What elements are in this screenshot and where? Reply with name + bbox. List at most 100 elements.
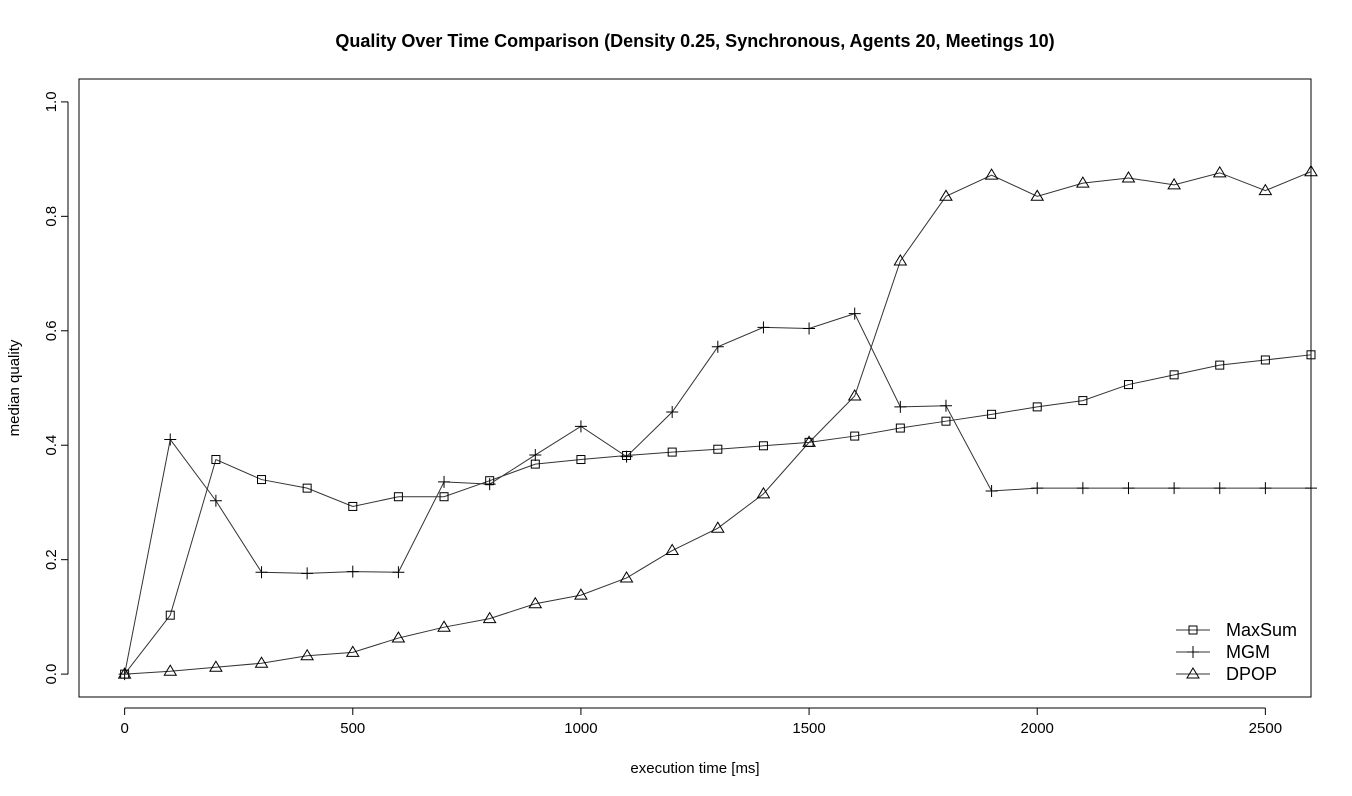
- data-point-maxsum: [348, 501, 358, 511]
- data-point-maxsum: [257, 475, 267, 485]
- data-point-mgm: [529, 448, 542, 461]
- data-point-dpop: [482, 611, 497, 624]
- data-point-maxsum: [713, 444, 723, 454]
- chart-title: Quality Over Time Comparison (Density 0.…: [335, 31, 1054, 51]
- data-point-dpop: [345, 645, 360, 657]
- x-axis-label: execution time [ms]: [630, 760, 759, 777]
- data-point-mgm: [939, 399, 952, 412]
- data-point-maxsum: [667, 447, 677, 457]
- y-tick-label: 0.6: [43, 320, 60, 341]
- data-point-dpop: [1121, 171, 1136, 183]
- data-point-mgm: [985, 485, 998, 497]
- data-point-maxsum: [1032, 402, 1042, 412]
- y-tick-label: 0.8: [43, 206, 60, 227]
- data-point-mgm: [392, 566, 405, 579]
- data-point-maxsum: [165, 610, 175, 620]
- data-point-maxsum: [1123, 380, 1133, 390]
- x-axis: 0 500 1000 1500 2000 2500: [120, 707, 1282, 737]
- data-point-dpop: [665, 543, 680, 556]
- data-point-maxsum: [1215, 360, 1225, 370]
- data-point-dpop: [574, 588, 588, 600]
- legend-item-maxsum: MaxSum: [1176, 620, 1297, 640]
- legend-marker: [1188, 625, 1198, 635]
- legend-marker: [1187, 646, 1199, 658]
- series-maxsum: [120, 350, 1316, 679]
- data-point-mgm: [1031, 482, 1044, 495]
- data-point-mgm: [711, 340, 724, 353]
- data-point-mgm: [346, 565, 359, 578]
- data-point-maxsum: [850, 431, 860, 441]
- data-point-dpop: [1167, 177, 1181, 190]
- data-point-dpop: [1258, 183, 1273, 196]
- series-dpop: [117, 164, 1318, 679]
- legend-item-mgm: MGM: [1176, 642, 1270, 662]
- data-point-dpop: [1075, 176, 1090, 188]
- x-tick-label: 1500: [792, 720, 825, 737]
- data-point-mgm: [574, 420, 587, 433]
- data-point-dpop: [847, 389, 862, 401]
- data-point-dpop: [528, 596, 543, 609]
- data-point-dpop: [437, 620, 451, 632]
- data-point-dpop: [984, 168, 999, 180]
- data-point-mgm: [1305, 482, 1317, 495]
- data-point-mgm: [301, 567, 314, 580]
- data-point-mgm: [803, 322, 816, 335]
- y-axis-label: median quality: [6, 339, 23, 436]
- data-point-dpop: [710, 521, 725, 533]
- series-mgm: [118, 307, 1317, 681]
- data-point-dpop: [117, 667, 132, 679]
- data-point-maxsum: [895, 423, 905, 433]
- data-point-maxsum: [987, 409, 997, 419]
- legend-item-dpop: DPOP: [1176, 664, 1277, 684]
- data-point-maxsum: [393, 492, 403, 502]
- data-point-mgm: [164, 433, 177, 446]
- series-line-dpop: [124, 171, 1312, 675]
- data-point-mgm: [1259, 482, 1272, 495]
- legend-label: MGM: [1226, 642, 1270, 662]
- data-point-mgm: [894, 400, 907, 413]
- data-point-mgm: [209, 494, 222, 507]
- data-point-maxsum: [439, 492, 449, 502]
- data-point-maxsum: [941, 416, 951, 426]
- data-point-mgm: [1168, 482, 1181, 495]
- series-layer: [117, 164, 1318, 681]
- data-point-dpop: [802, 435, 816, 447]
- data-point-maxsum: [302, 483, 312, 493]
- plot-frame: [78, 78, 1312, 698]
- data-point-maxsum: [1078, 396, 1088, 406]
- x-tick-label: 0: [120, 720, 128, 737]
- data-point-dpop: [1030, 189, 1045, 201]
- data-point-maxsum: [576, 455, 586, 465]
- data-point-dpop: [1304, 164, 1318, 177]
- x-tick-label: 500: [340, 720, 365, 737]
- data-point-dpop: [391, 631, 406, 643]
- data-point-dpop: [939, 189, 953, 201]
- data-point-dpop: [254, 656, 269, 668]
- data-point-maxsum: [1260, 355, 1270, 365]
- data-point-maxsum: [758, 441, 768, 451]
- y-axis: 0.0 0.2 0.4 0.6 0.8 1.0: [43, 91, 69, 685]
- data-point-dpop: [163, 664, 178, 676]
- legend-marker: [1186, 667, 1200, 679]
- data-point-maxsum: [211, 455, 221, 465]
- data-point-mgm: [620, 450, 633, 463]
- data-point-mgm: [848, 307, 861, 320]
- data-point-mgm: [483, 478, 496, 491]
- data-point-dpop: [893, 253, 908, 266]
- data-point-mgm: [666, 406, 679, 419]
- legend-label: DPOP: [1226, 664, 1277, 684]
- x-tick-label: 2000: [1021, 720, 1054, 737]
- series-line-maxsum: [124, 354, 1312, 675]
- data-point-mgm: [438, 475, 451, 488]
- series-line-mgm: [124, 313, 1311, 675]
- data-point-dpop: [300, 648, 315, 661]
- data-point-dpop: [619, 571, 634, 583]
- legend-label: MaxSum: [1226, 620, 1297, 640]
- data-point-mgm: [255, 566, 268, 579]
- y-tick-label: 1.0: [43, 91, 60, 112]
- data-point-dpop: [1212, 165, 1227, 178]
- data-point-mgm: [757, 321, 770, 334]
- x-tick-label: 2500: [1249, 720, 1282, 737]
